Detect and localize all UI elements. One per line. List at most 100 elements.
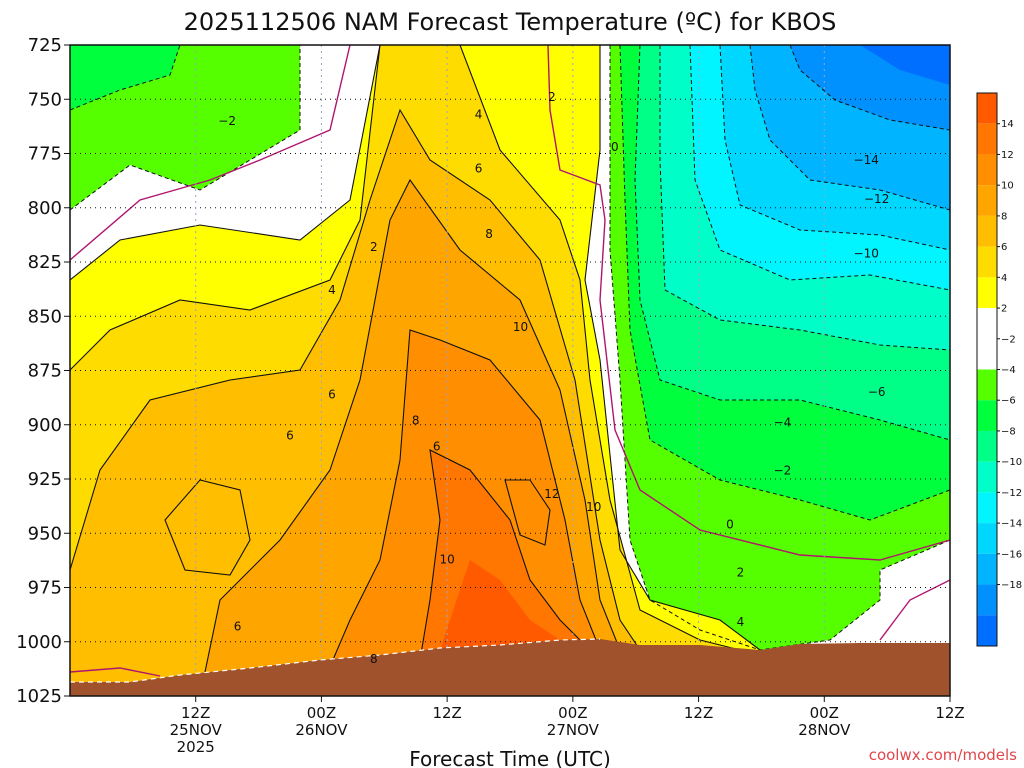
y-tick-label: 775 [28,144,62,165]
contour-label: −10 [854,246,879,260]
chart-title: 2025112506 NAM Forecast Temperature (ºC)… [184,8,837,36]
colorbar-swatch [977,246,997,278]
colorbar-swatch [977,338,997,370]
y-tick-label: 900 [28,415,62,436]
contour-label: 0 [726,518,734,532]
colorbar-label: −16 [1001,549,1022,560]
zero-line-left [70,45,351,261]
y-tick-label: 975 [28,578,62,599]
x-tick-label: 12Z [935,704,964,722]
colorbar-label: −10 [1001,457,1022,468]
contour-label: 8 [370,652,378,666]
y-tick-label: 850 [28,306,62,327]
x-tick-label: 00Z [307,704,336,722]
zero-line-right [547,45,950,561]
contour-label: 2 [737,565,745,579]
colorbar-swatch [977,461,997,493]
contour-label: 8 [485,227,493,241]
band-14 [440,560,560,650]
colorbar-label: 6 [1001,242,1007,253]
colorbar-swatch [977,369,997,401]
colorbar-swatch [977,553,997,585]
x-tick-label: 00Z [558,704,587,722]
contour-label: −6 [868,385,886,399]
contour-label: 10 [513,320,528,334]
x-tick-label: 2025 [177,738,215,756]
colorbar-label: 12 [1001,150,1014,161]
colorbar-swatch [977,400,997,431]
colorbar-swatch [977,154,997,186]
contour-label: −12 [864,192,889,206]
colorbar-label: 10 [1001,181,1014,192]
colorbar-label: 2 [1001,304,1007,315]
colorbar-swatch [977,215,997,247]
contour-label: 2 [370,240,378,254]
y-tick-label: 925 [28,469,62,490]
terrain [70,639,950,696]
colorbar-swatch [977,308,997,339]
x-tick-label: 25NOV [170,721,223,739]
colorbar-label: −8 [1001,426,1016,437]
band-minus-4-left [70,45,180,110]
y-tick-label: 750 [28,89,62,110]
contour-label: 10 [586,500,601,514]
credit-text[interactable]: coolwx.com/models [869,746,1017,764]
contour-label: 6 [433,439,441,453]
contour-label: −2 [774,463,792,477]
x-tick-label: 28NOV [798,721,851,739]
x-tick-label: 27NOV [547,721,600,739]
contour-label: −14 [854,153,879,167]
contour-label: 4 [475,107,483,121]
contour-label: 12 [544,487,559,501]
colorbar-swatch [977,93,997,124]
colorbar-label: −2 [1001,334,1016,345]
band-minus-18 [860,45,950,85]
contour-label: 6 [286,429,294,443]
colorbar: 14 12 10 8 6 4 2 −2 −4 −6 −8 −10 −12 −14 −16 −18 [976,92,1022,647]
y-axis: 725 750 775 800 825 850 875 900 925 950 975 1000 102… [16,35,70,707]
colorbar-label: 4 [1001,273,1007,284]
contour-label: −2 [218,114,236,128]
contour-label: 10 [440,552,455,566]
colorbar-swatch [977,430,997,462]
colorbar-swatch [977,492,997,524]
colorbar-label: 8 [1001,211,1007,222]
contour-labels: −2246668861046810201210−14−12−10−6−4−202… [218,90,889,666]
colorbar-swatch [977,185,997,216]
zero-line-bottom [879,579,950,641]
plot-area: −2246668861046810201210−14−12−10−6−4−202… [70,45,950,696]
x-tick-label: 26NOV [295,721,348,739]
colorbar-swatch [977,615,997,646]
y-tick-label: 800 [28,198,62,219]
contour-label: 4 [737,615,745,629]
x-tick-label: 12Z [684,704,713,722]
y-tick-label: 875 [28,361,62,382]
x-tick-label: 00Z [810,704,839,722]
x-tick-label: 12Z [432,704,461,722]
zero-line-lower-left [70,667,161,677]
contour-label: 4 [328,283,336,297]
colorbar-label: −6 [1001,396,1016,407]
colorbar-swatch [977,584,997,616]
x-tick-label: 12Z [181,704,210,722]
colorbar-label: 14 [1001,119,1014,130]
contour-label: 6 [234,620,242,634]
colorbar-label: −18 [1001,580,1022,591]
contour-label: 8 [412,413,420,427]
y-tick-label: 950 [28,523,62,544]
colorbar-label: −4 [1001,365,1016,376]
contour-label: −4 [774,416,792,430]
y-tick-label: 1025 [16,686,62,707]
colorbar-swatch [977,123,997,155]
colorbar-label: −14 [1001,519,1022,530]
y-tick-label: 725 [28,35,62,56]
colorbar-swatch [977,523,997,554]
x-axis-label: Forecast Time (UTC) [409,747,611,768]
y-tick-label: 1000 [16,632,62,653]
contour-label: 6 [328,387,336,401]
colorbar-label: −12 [1001,488,1022,499]
contour-label: 6 [475,162,483,176]
y-tick-label: 825 [28,252,62,273]
